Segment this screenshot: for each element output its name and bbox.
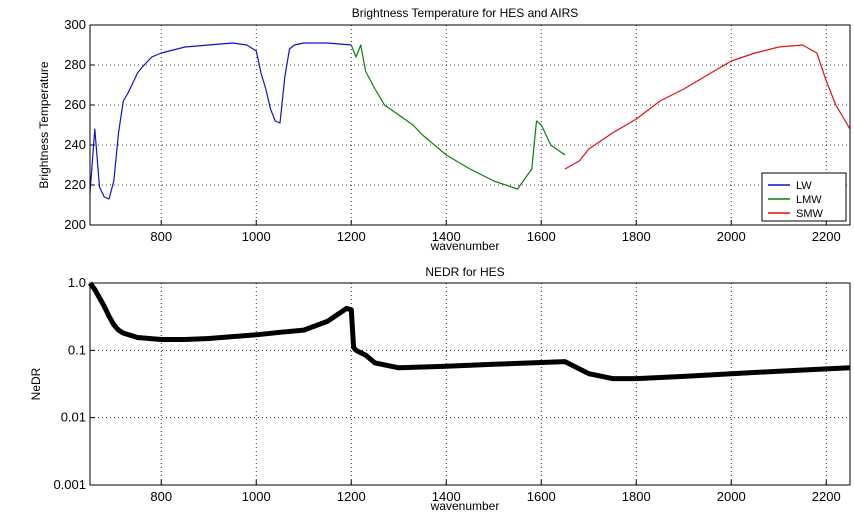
y-tick-label: 300 [64,17,86,32]
series-line-lmw [350,44,566,190]
x-tick-label: 800 [150,489,172,504]
legend-label: LMW [796,194,822,206]
x-tick-label: 1400 [432,229,461,244]
x-tick-label: 800 [150,229,172,244]
y-tick-label: 220 [64,177,86,192]
series-line-nedr [87,281,851,382]
y-tick-label: 240 [64,137,86,152]
nedr-chart: NEDR for HES 800 1000 1200 1400 1600 1800 2000… [29,265,851,513]
x-tick-label: 1200 [337,489,366,504]
x-tick-label: 1200 [337,229,366,244]
x-tick-label: 1000 [242,229,271,244]
x-tick-label: 1600 [527,489,556,504]
x-tick-label: 2000 [717,489,746,504]
chart-title: NEDR for HES [425,265,504,279]
tick-group: 800 1000 1200 1400 1600 1800 2000 2200 200 220 240… [64,17,840,244]
legend-label: LW [796,180,812,192]
y-tick-label: 0.01 [61,410,86,425]
x-tick-label: 1800 [622,229,651,244]
series-group [87,281,851,382]
x-axis-label: wavenumber [430,499,500,513]
chart-title: Brightness Temperature for HES and AIRS [352,6,579,20]
y-tick-label: 280 [64,57,86,72]
x-tick-label: 1400 [432,489,461,504]
series-group [89,42,851,200]
x-axis-label: wavenumber [430,239,500,253]
y-tick-label: 260 [64,97,86,112]
x-tick-label: 2200 [812,489,841,504]
x-tick-label: 1000 [242,489,271,504]
y-tick-label: 1.0 [68,275,86,290]
legend: LW LMW SMW [761,172,847,222]
x-tick-label: 1800 [622,489,651,504]
series-line-smw [564,44,851,170]
y-tick-label: 0.001 [53,477,86,492]
x-tick-label: 2200 [812,229,841,244]
x-tick-label: 1600 [527,229,556,244]
plot-area [90,283,850,485]
y-tick-label: 200 [64,217,86,232]
tick-group: 800 1000 1200 1400 1600 1800 2000 2200 0.001 0.01… [53,275,840,504]
y-tick-label: 0.1 [68,342,86,357]
x-tick-label: 2000 [717,229,746,244]
brightness-temperature-chart: Brightness Temperature for HES and AIRS … [37,6,851,253]
plot-area [90,25,850,225]
y-axis-label: NeDR [29,367,43,400]
series-line-lw [89,42,352,200]
y-axis-label: Brightness Temperature [37,61,51,189]
plot-frame [89,24,851,226]
legend-label: SMW [796,208,824,220]
plot-frame [89,282,851,486]
